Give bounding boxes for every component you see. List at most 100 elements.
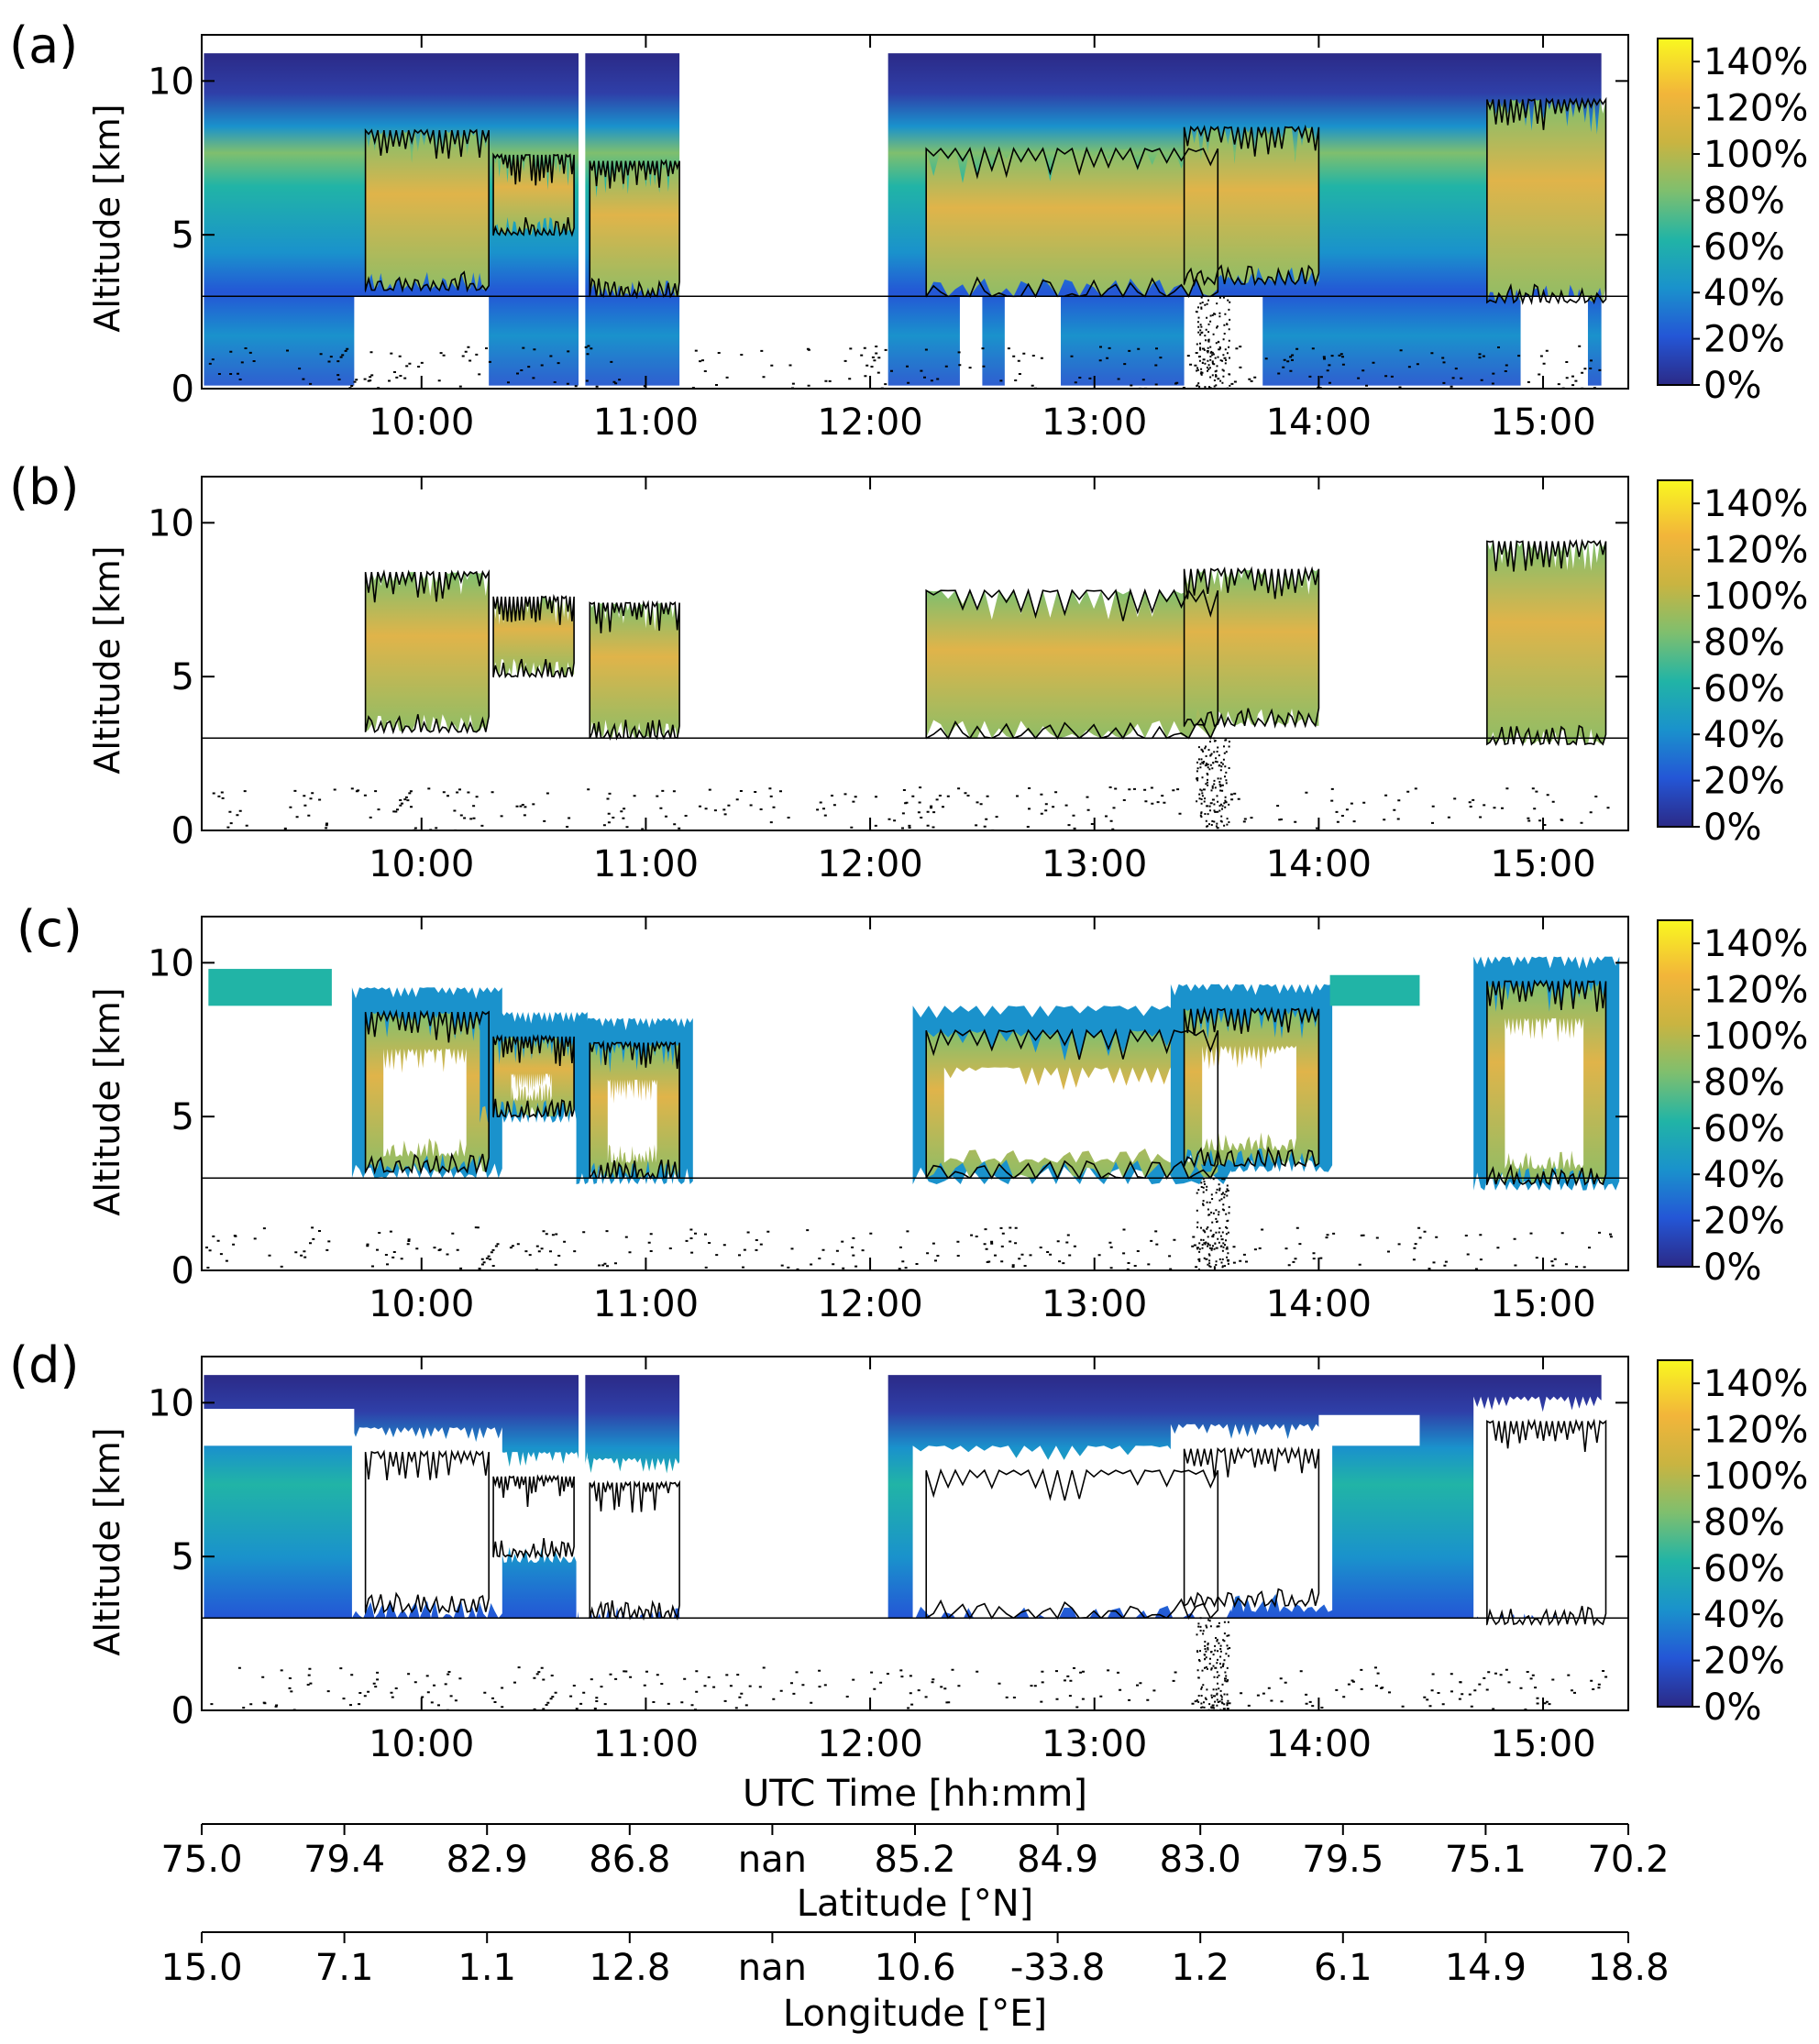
- heatmap-field: [202, 1375, 1620, 1710]
- x-tick-label: 15:00: [1490, 1723, 1595, 1765]
- cloud-contour: [589, 1039, 680, 1181]
- masked-region: [607, 1079, 657, 1163]
- latitude-tick-label: 79.4: [303, 1839, 385, 1881]
- x-tick-label: 11:00: [593, 401, 699, 444]
- colorbar-tick-label: 20%: [1703, 1201, 1785, 1243]
- surface-speckle: [205, 1178, 1613, 1270]
- latitude-tick-label: 70.2: [1587, 1839, 1669, 1881]
- panel-label-a: (a): [9, 16, 78, 74]
- panel-b: 10:00 11:00 12:00 13:00 14:00 15:0005100%20%4…: [148, 476, 1808, 885]
- latitude-axis: 75.0 79.4 82.9 86.8 nan 85.2 84.9 83.0 79.5 75.1 7…: [160, 1824, 1670, 1881]
- x-tick-label: 13:00: [1042, 401, 1147, 444]
- y-tick-label: 10: [148, 60, 194, 103]
- colorbar-tick-label: 60%: [1703, 668, 1785, 710]
- cloud-contour: [1183, 1445, 1320, 1609]
- cloud-contour: [1486, 1418, 1607, 1627]
- colorbar-tick-label: 80%: [1703, 1501, 1785, 1544]
- heatmap-field: [212, 538, 1610, 830]
- y-axis-label-d: Altitude [km]: [87, 1427, 127, 1655]
- y-axis-label-b: Altitude [km]: [87, 545, 127, 774]
- y-axis-label-a: Altitude [km]: [87, 104, 127, 332]
- x-tick-label: 13:00: [1042, 1723, 1147, 1765]
- x-tick-label: 10:00: [369, 843, 474, 885]
- colorbar-tick-label: 0%: [1703, 1247, 1761, 1289]
- colorbar-tick-label: 0%: [1703, 807, 1761, 849]
- cloud-region: [590, 602, 680, 739]
- plot-frame: [201, 476, 1629, 831]
- cloud-contour: [1183, 566, 1320, 729]
- masked-region: [576, 1457, 693, 1625]
- x-tick-label: 15:00: [1490, 843, 1595, 885]
- no-data-region: [354, 296, 490, 389]
- cloud-contour: [364, 1008, 490, 1175]
- cloud-region: [1486, 99, 1606, 303]
- plot-frame: [201, 916, 1629, 1271]
- y-axis-label-c: Altitude [km]: [87, 987, 127, 1215]
- surrounding-region: [1329, 974, 1420, 1006]
- y-tick-label: 5: [171, 1536, 194, 1578]
- colorbar-tick-label: 120%: [1703, 970, 1808, 1012]
- colorbar-tick-label: 140%: [1703, 1363, 1808, 1405]
- latitude-tick-label: 75.0: [160, 1839, 242, 1881]
- no-data-region: [959, 296, 983, 389]
- latitude-tick-label: nan: [738, 1839, 807, 1881]
- y-tick-label: 0: [171, 1690, 194, 1732]
- colorbar-tick-label: 60%: [1703, 226, 1785, 269]
- longitude-tick-label: 1.2: [1171, 1947, 1229, 1989]
- cloud-contour: [492, 1474, 575, 1560]
- longitude-tick-label: 1.1: [458, 1947, 516, 1989]
- masked-region: [1505, 1017, 1584, 1170]
- longitude-tick-label: 7.1: [315, 1947, 374, 1989]
- masked-region: [202, 1409, 355, 1446]
- cloud-contour: [1183, 1006, 1320, 1169]
- x-tick-label: 13:00: [1042, 1283, 1147, 1325]
- colorbar-tick-label: 100%: [1703, 576, 1808, 618]
- longitude-tick-label: nan: [738, 1947, 807, 1989]
- colorbar-tick-label: 80%: [1703, 621, 1785, 664]
- plot-frame: [201, 1356, 1629, 1711]
- longitude-tick-label: 14.9: [1445, 1947, 1527, 1989]
- cloud-contour: [924, 1027, 1219, 1181]
- colorbar-tick-label: 120%: [1703, 88, 1808, 130]
- masked-region: [351, 1427, 502, 1619]
- cloud-contour: [589, 599, 680, 742]
- cloud-contour: [364, 127, 490, 293]
- masked-region: [1318, 1414, 1420, 1446]
- cloud-contour: [492, 1034, 575, 1120]
- longitude-tick-label: 12.8: [589, 1947, 670, 1989]
- cloud-contour: [1486, 978, 1607, 1187]
- panel-label-b: (b): [9, 458, 79, 516]
- latitude-tick-label: 79.5: [1302, 1839, 1384, 1881]
- surrounding-region: [208, 969, 332, 1006]
- cloud-region: [493, 596, 575, 677]
- x-tick-label: 14:00: [1266, 1723, 1372, 1765]
- y-tick-label: 0: [171, 368, 194, 411]
- cloud-region: [590, 160, 680, 297]
- masked-region: [511, 1073, 552, 1102]
- longitude-axis-label: Longitude [°E]: [783, 1993, 1047, 2035]
- surface-speckle: [208, 296, 1602, 389]
- latitude-tick-label: 75.1: [1445, 1839, 1527, 1881]
- y-tick-label: 0: [171, 810, 194, 852]
- cloud-contour: [492, 152, 575, 237]
- y-tick-label: 10: [148, 1382, 194, 1424]
- longitude-tick-label: -33.8: [1010, 1947, 1106, 1989]
- longitude-tick-label: 10.6: [874, 1947, 955, 1989]
- colorbar-tick-label: 140%: [1703, 923, 1808, 965]
- latitude-tick-label: 86.8: [589, 1839, 670, 1881]
- cloud-contour: [364, 568, 490, 735]
- colorbar-tick-label: 100%: [1703, 134, 1808, 176]
- cloud-contour: [1486, 96, 1607, 305]
- plot-frame: [201, 34, 1629, 390]
- heatmap-field: [205, 956, 1620, 1270]
- y-tick-label: 5: [171, 1096, 194, 1138]
- masked-region: [943, 1067, 1196, 1163]
- cloud-region: [365, 130, 490, 291]
- colorbar-tick-label: 80%: [1703, 180, 1785, 222]
- cloud-region: [493, 154, 575, 236]
- x-tick-label: 10:00: [369, 1283, 474, 1325]
- x-tick-label: 10:00: [369, 1723, 474, 1765]
- panel-d: 10:00 11:00 12:00 13:00 14:00 15:0005100%20%4…: [148, 1356, 1808, 1765]
- x-tick-label: 11:00: [593, 1283, 699, 1325]
- cloud-contour: [1486, 538, 1607, 747]
